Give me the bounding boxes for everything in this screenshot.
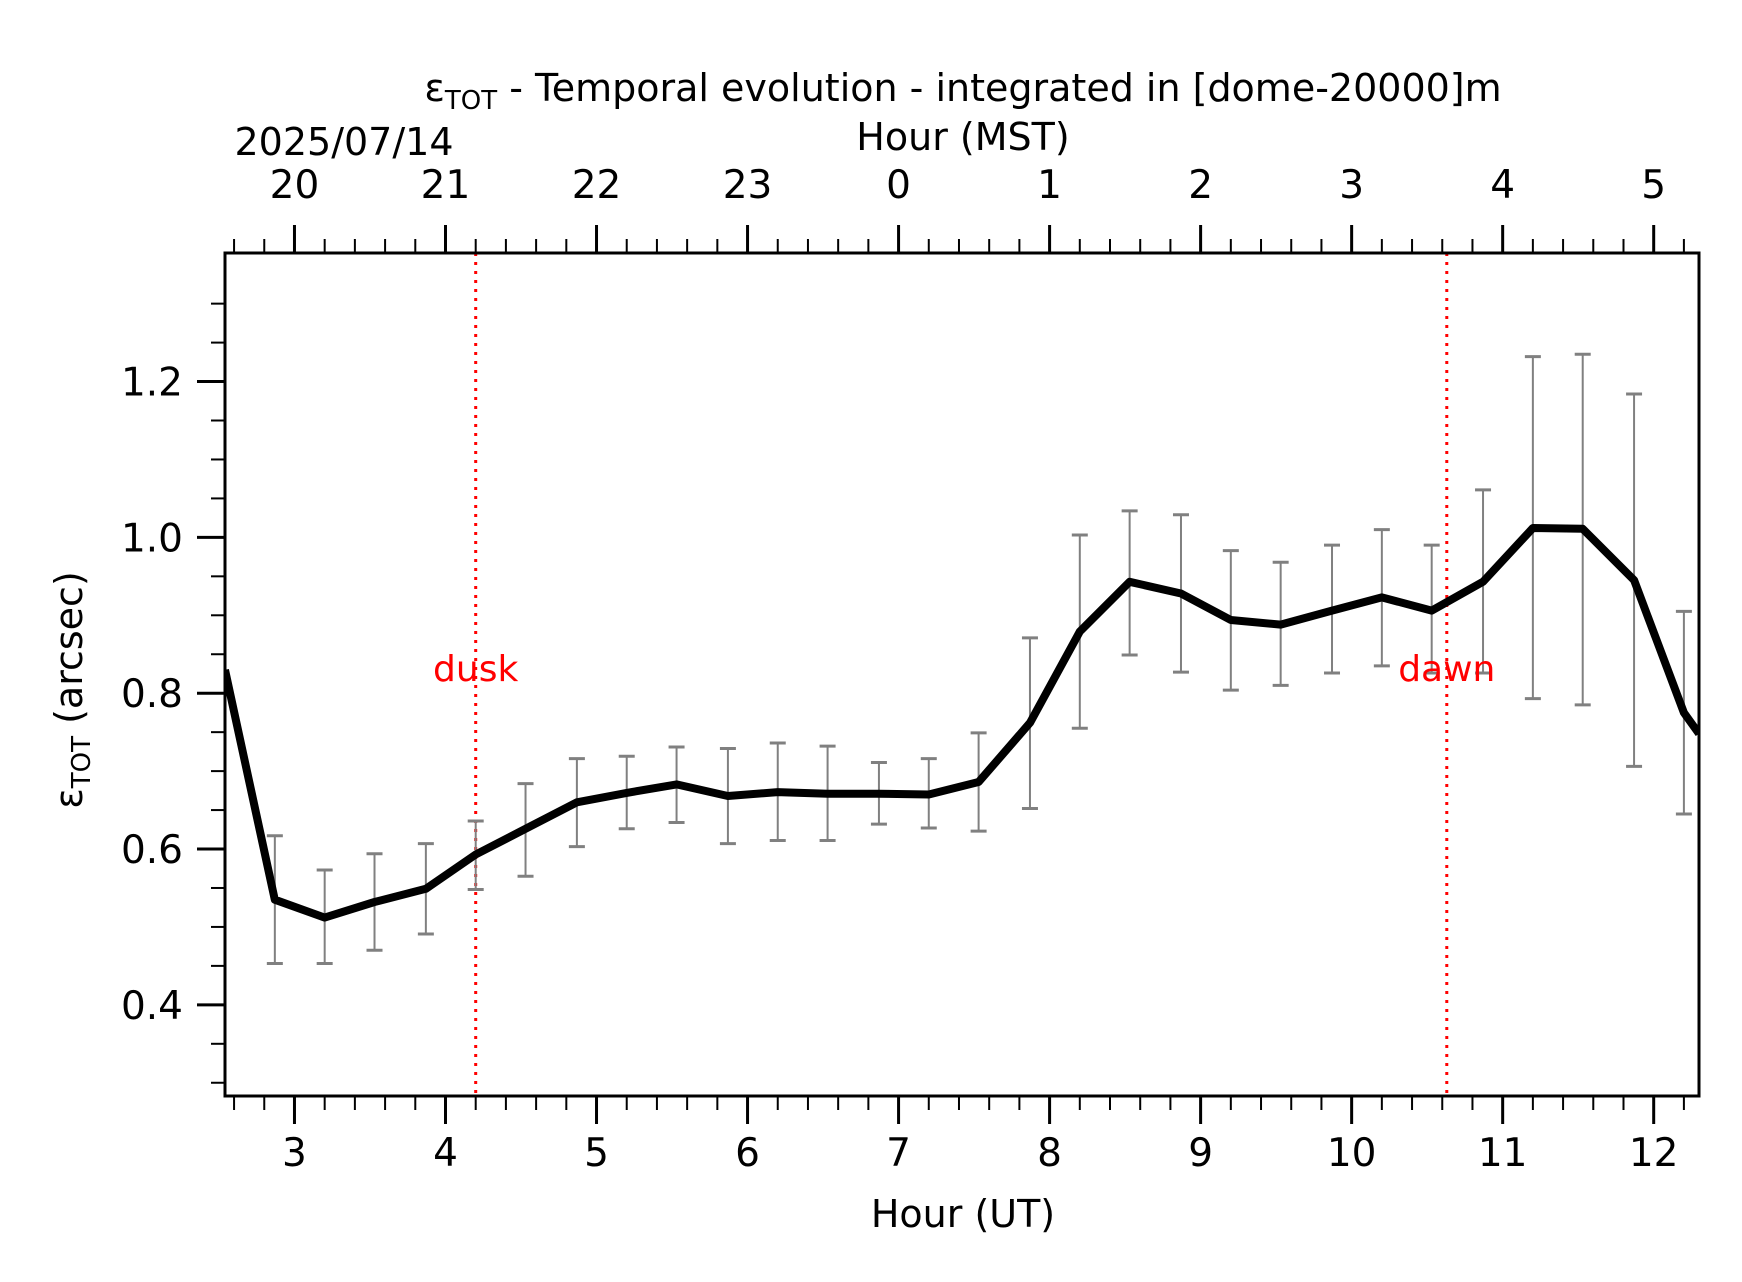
date-label: 2025/07/14 bbox=[234, 120, 453, 164]
x-tick-label: 6 bbox=[735, 1131, 760, 1176]
x-tick-label: 10 bbox=[1327, 1131, 1377, 1176]
top-tick-label: 21 bbox=[421, 163, 471, 208]
top-tick-label: 3 bbox=[1339, 163, 1364, 208]
dusk-label: dusk bbox=[433, 649, 518, 690]
y-axis: 0.4 0.6 0.8 1.0 1.2 bbox=[121, 302, 225, 1084]
top-axis-title: Hour (MST) bbox=[856, 115, 1069, 159]
x-tick-label: 9 bbox=[1188, 1131, 1213, 1176]
top-tick-label: 23 bbox=[723, 163, 773, 208]
top-tick-label: 22 bbox=[572, 163, 622, 208]
y-axis-title: εTOT (arcsec) bbox=[47, 571, 97, 809]
x-tick-label: 12 bbox=[1629, 1131, 1679, 1176]
x-tick-label: 5 bbox=[584, 1131, 609, 1176]
annotations: dusk dawn bbox=[433, 649, 1495, 690]
x-tick-label: 8 bbox=[1037, 1131, 1062, 1176]
bottom-axis-title: Hour (UT) bbox=[871, 1192, 1055, 1236]
x-tick-label: 7 bbox=[886, 1131, 911, 1176]
dawn-label: dawn bbox=[1398, 649, 1495, 690]
y-tick-label: 1.0 bbox=[121, 516, 183, 561]
x-tick-label: 11 bbox=[1478, 1131, 1528, 1176]
top-tick-label: 20 bbox=[270, 163, 320, 208]
plot-frame bbox=[223, 251, 1701, 1098]
series-layer bbox=[225, 524, 1699, 922]
y-tick-label: 1.2 bbox=[121, 361, 183, 406]
y-tick-label: 0.4 bbox=[121, 984, 183, 1029]
top-tick-label: 0 bbox=[886, 163, 911, 208]
x-tick-label: 3 bbox=[282, 1131, 307, 1176]
top-axis: 20 21 22 23 0 1 2 3 4 5 bbox=[233, 163, 1685, 253]
top-tick-label: 1 bbox=[1037, 163, 1062, 208]
bottom-axis: 3 4 5 6 7 8 9 10 11 12 bbox=[233, 1096, 1685, 1176]
x-tick-label: 4 bbox=[433, 1131, 458, 1176]
top-tick-label: 4 bbox=[1490, 163, 1515, 208]
y-tick-label: 0.6 bbox=[121, 828, 183, 873]
series-line bbox=[225, 524, 1699, 922]
y-tick-label: 0.8 bbox=[121, 672, 183, 717]
top-tick-label: 5 bbox=[1641, 163, 1666, 208]
event-marker-lines bbox=[474, 253, 1449, 1096]
chart-title: εTOT - Temporal evolution - integrated i… bbox=[424, 66, 1501, 116]
top-tick-label: 2 bbox=[1188, 163, 1213, 208]
